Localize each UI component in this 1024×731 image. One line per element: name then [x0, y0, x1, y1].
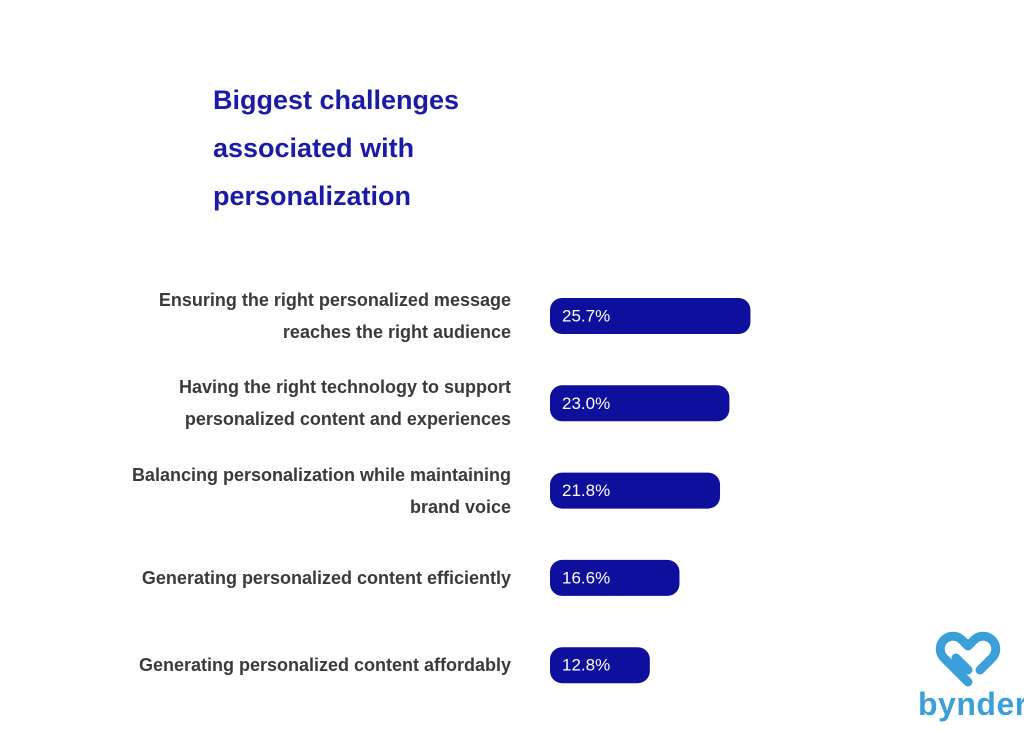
category-label: Having the right technology to support p…	[179, 377, 511, 430]
bar	[550, 559, 680, 596]
value-label: 16.6%	[562, 568, 610, 587]
logo: bynder	[918, 686, 1024, 722]
value-label: 21.8%	[562, 481, 610, 500]
logo-icon	[935, 631, 1001, 687]
bar	[550, 472, 721, 509]
bar	[550, 385, 730, 422]
value-label: 25.7%	[562, 306, 610, 325]
value-label: 23.0%	[562, 394, 610, 413]
category-label: Balancing personalization while maintain…	[131, 464, 511, 517]
bar	[550, 298, 751, 334]
chart-title: Biggest challenges associated with perso…	[213, 85, 460, 211]
value-label: 12.8%	[562, 656, 610, 675]
category-label: Ensuring the right personalized message …	[158, 290, 511, 342]
bar	[550, 647, 650, 684]
category-label: Generating personalized content affordab…	[138, 655, 511, 676]
category-label: Generating personalized content efficien…	[141, 567, 511, 588]
